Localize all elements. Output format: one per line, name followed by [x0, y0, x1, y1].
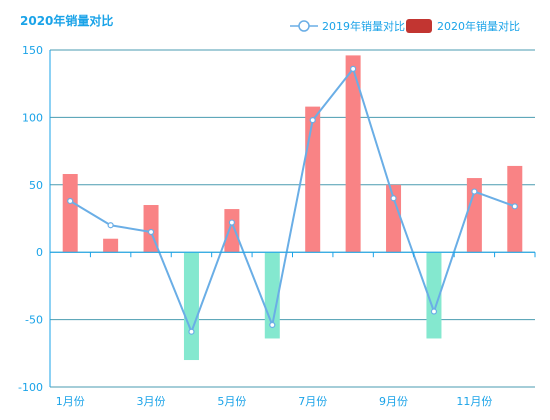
- bar-2020[interactable]: [345, 55, 361, 253]
- axis-layer: -100 -50 0 50 100 150 1月份 3月份 5月份 7月份 9月份 11月份: [18, 44, 536, 408]
- y-tick-label: 50: [29, 179, 43, 192]
- line-layer: [67, 65, 518, 335]
- legend[interactable]: 2019年销量对比 2020年销量对比: [290, 19, 520, 33]
- legend-item-2020[interactable]: 2020年销量对比: [406, 19, 520, 33]
- point-2019[interactable]: [430, 308, 438, 315]
- bar-2020[interactable]: [224, 209, 240, 253]
- bar-2020[interactable]: [386, 184, 402, 253]
- y-tick-label: -100: [18, 381, 43, 394]
- legend-label-2020: 2020年销量对比: [437, 19, 520, 33]
- x-tick-label: 3月份: [137, 395, 166, 408]
- legend-bar-symbol: [406, 19, 432, 33]
- legend-circle-symbol: [298, 20, 310, 32]
- point-2019[interactable]: [67, 197, 74, 205]
- line-2019: [69, 67, 516, 333]
- legend-label-2019: 2019年销量对比: [322, 19, 405, 33]
- legend-item-2019[interactable]: 2019年销量对比: [290, 19, 405, 33]
- bar-2020[interactable]: [466, 178, 482, 253]
- point-2019[interactable]: [147, 228, 155, 236]
- chart-title: 2020年销量对比: [20, 14, 114, 28]
- bar-2020[interactable]: [426, 252, 442, 339]
- x-tick-label: 7月份: [298, 395, 327, 408]
- point-2019[interactable]: [269, 321, 276, 329]
- bar-layer: [62, 55, 523, 361]
- y-tick-label: 0: [36, 246, 43, 259]
- point-2019[interactable]: [309, 116, 316, 124]
- point-2019[interactable]: [107, 222, 114, 229]
- bar-2020[interactable]: [305, 106, 321, 253]
- y-tick-label: -50: [25, 314, 43, 327]
- bar-2020[interactable]: [103, 238, 119, 253]
- x-tick-label: 5月份: [217, 395, 246, 408]
- x-tick-label: 9月份: [379, 395, 408, 408]
- y-tick-label: 150: [22, 44, 43, 57]
- x-tick-label: 11月份: [456, 395, 492, 408]
- bar-2020[interactable]: [62, 174, 78, 253]
- point-2019[interactable]: [390, 195, 397, 202]
- point-2019[interactable]: [188, 328, 195, 335]
- point-2019[interactable]: [350, 65, 357, 72]
- x-tick-label: 1月份: [56, 395, 85, 408]
- point-2019[interactable]: [471, 188, 478, 195]
- y-tick-label: 100: [22, 111, 43, 124]
- bar-2020[interactable]: [183, 252, 199, 361]
- point-2019[interactable]: [511, 203, 518, 210]
- point-2019[interactable]: [228, 219, 235, 226]
